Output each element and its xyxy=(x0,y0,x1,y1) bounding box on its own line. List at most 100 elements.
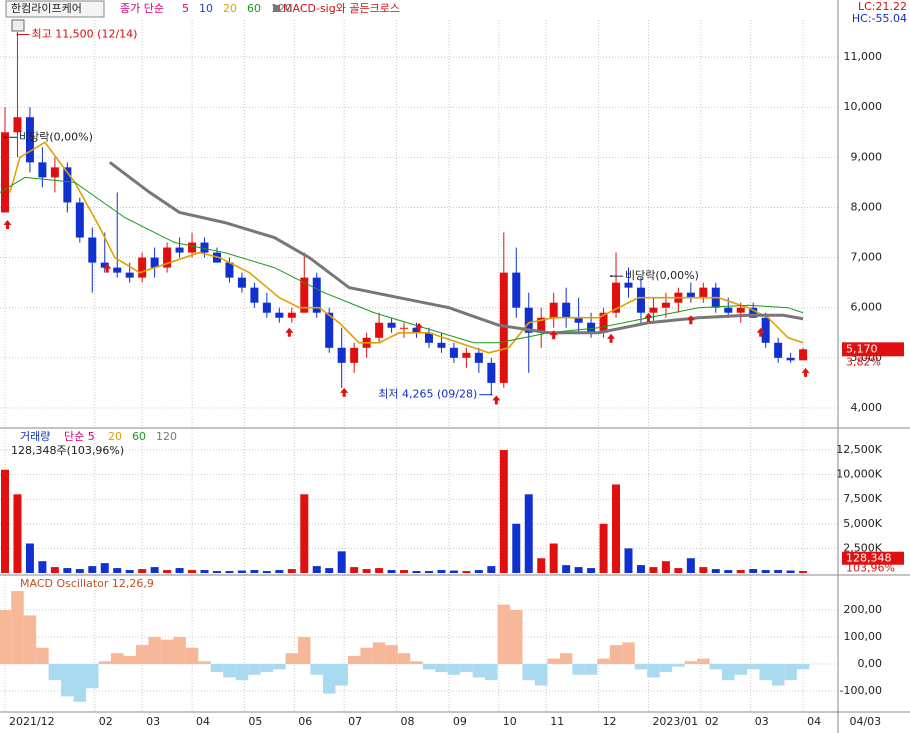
moving-average xyxy=(0,176,804,344)
y-tick-label: 7,500K xyxy=(843,492,882,505)
legend-item: 60 xyxy=(132,430,146,443)
volume-bar xyxy=(350,567,359,573)
volume-bar xyxy=(250,570,259,573)
y-tick-label: 10,000 xyxy=(844,100,883,113)
candle-body xyxy=(125,272,134,278)
candle-body xyxy=(150,257,159,268)
macd-bar xyxy=(385,645,398,664)
candle-body xyxy=(474,352,483,363)
candle-body xyxy=(487,362,496,383)
macd-bar xyxy=(397,653,411,664)
volume-bar xyxy=(612,484,621,573)
macd-bar xyxy=(659,663,673,673)
volume-bar xyxy=(287,569,296,573)
macd-bar xyxy=(784,663,797,681)
legend-item: 10 xyxy=(199,2,213,15)
legend-item: 120 xyxy=(156,430,177,443)
y-tick-label: 10,000K xyxy=(836,468,882,481)
annotation: 비당락(0,00%) xyxy=(625,269,699,282)
candle-body xyxy=(537,317,546,333)
candle-body xyxy=(325,312,334,348)
candle-body xyxy=(686,292,695,298)
volume-bar xyxy=(674,568,683,573)
candle-body xyxy=(300,277,309,313)
volume-bar xyxy=(724,570,733,573)
macd-bar xyxy=(223,663,236,678)
candle-body xyxy=(599,312,608,333)
volume-bar xyxy=(512,523,521,573)
volume-bar xyxy=(225,571,234,573)
candle-body xyxy=(312,277,321,313)
volume-bar xyxy=(337,551,346,573)
volume-bar xyxy=(163,570,172,573)
y-tick-label: 7,000 xyxy=(851,251,883,264)
candle-body xyxy=(350,347,359,363)
volume-bar xyxy=(599,523,608,573)
volume-bar xyxy=(375,568,384,573)
chart-title: 한컴라이프케어 xyxy=(11,2,82,15)
volume-bar xyxy=(487,566,496,573)
volume-bar xyxy=(437,570,446,573)
volume-bar xyxy=(100,563,109,573)
title-box[interactable] xyxy=(5,0,105,18)
x-tick-label: 04/03 xyxy=(849,715,881,728)
macd-bar xyxy=(759,663,772,681)
macd-bar xyxy=(410,661,423,664)
volume-bar xyxy=(13,494,22,573)
x-tick-label: 09 xyxy=(453,715,467,728)
last-change-label: 3,82% xyxy=(846,355,881,368)
macd-bar xyxy=(198,661,211,664)
macd-bar xyxy=(185,647,199,664)
table-icon[interactable] xyxy=(11,19,25,32)
volume-bar xyxy=(699,567,708,573)
signal-arrow xyxy=(285,327,294,337)
signal-arrow xyxy=(3,220,12,230)
x-tick-label: 03 xyxy=(755,715,769,728)
candle-body xyxy=(287,312,296,318)
macd-bar xyxy=(559,653,573,664)
volume-bar xyxy=(549,543,558,573)
macd-bar xyxy=(697,658,710,664)
macd-bar xyxy=(534,663,548,686)
macd-bar xyxy=(210,663,224,673)
macd-title: MACD Oscillator 12,26,9 xyxy=(20,577,154,590)
candle-body xyxy=(337,347,346,363)
volume-bar xyxy=(400,570,409,573)
candle-body xyxy=(724,307,733,313)
volume-bar xyxy=(786,570,795,573)
annotation: 비당락(0,00%) xyxy=(19,130,93,143)
macd-bar xyxy=(709,663,723,670)
candle-body xyxy=(587,322,596,333)
macd-bar xyxy=(248,663,261,675)
macd-bar xyxy=(235,663,249,681)
macd-bar xyxy=(435,663,448,673)
macd-bar xyxy=(347,655,361,664)
macd-bar xyxy=(285,653,299,664)
volume-bar xyxy=(175,568,184,573)
candle-body xyxy=(499,272,508,383)
macd-bar xyxy=(23,615,37,664)
candle-body xyxy=(799,349,808,361)
y-tick-label: 2,500K xyxy=(843,541,882,554)
candle-body xyxy=(512,272,521,308)
macd-bar xyxy=(472,663,486,678)
volume-bar xyxy=(200,570,209,573)
volume-bar xyxy=(262,571,271,573)
candle-body xyxy=(113,267,122,273)
x-tick-label: 08 xyxy=(401,715,415,728)
volume-bar xyxy=(212,571,221,573)
macd-bar xyxy=(61,663,74,697)
candle-body xyxy=(749,307,758,318)
signal-arrow xyxy=(686,315,695,325)
volume-bar xyxy=(686,558,695,573)
candle-body xyxy=(424,332,433,343)
y-tick-label: -100,00 xyxy=(840,684,882,697)
x-tick-label: 03 xyxy=(146,715,160,728)
volume-bar xyxy=(188,570,197,573)
volume-bar xyxy=(799,571,808,573)
x-tick-label: 11 xyxy=(550,715,564,728)
macd-bar xyxy=(48,663,62,681)
candle-body xyxy=(524,307,533,333)
